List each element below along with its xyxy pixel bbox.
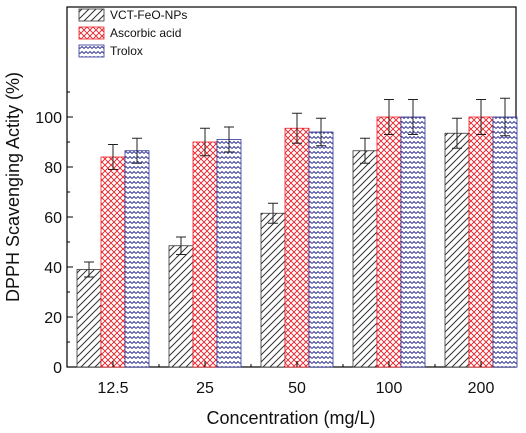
bar-ascorbic-acid-25 xyxy=(192,141,218,368)
bar-trolox-200 xyxy=(492,116,518,368)
x-tick-label-100: 100 xyxy=(376,380,403,397)
y-tick-label: 0 xyxy=(53,360,62,377)
y-tick-label: 20 xyxy=(44,310,62,327)
y-tick-label: 100 xyxy=(35,110,62,127)
bars-layer xyxy=(76,116,518,368)
error-bars-layer xyxy=(84,97,510,278)
x-tick-label-12-5: 12.5 xyxy=(97,380,128,397)
bar-ascorbic-acid-50 xyxy=(284,127,310,368)
bar-vct-feo-nps-100 xyxy=(352,150,378,368)
bar-trolox-25 xyxy=(216,139,242,368)
x-tick-label-25: 25 xyxy=(196,380,214,397)
legend-swatch-ascorbic-acid xyxy=(78,26,105,40)
legend-label-vct-feo-nps: VCT-FeO-NPs xyxy=(110,8,187,22)
legend-swatch-trolox xyxy=(78,44,105,58)
legend-label-trolox: Trolox xyxy=(110,44,143,58)
bar-vct-feo-nps-50 xyxy=(260,212,286,368)
x-axis: 12.5 25 50 100 200 xyxy=(97,361,494,397)
legend: VCT-FeO-NPs Ascorbic acid Trolox xyxy=(78,8,187,58)
bar-trolox-12-5 xyxy=(124,150,150,368)
y-tick-label: 60 xyxy=(44,210,62,227)
bar-trolox-100 xyxy=(400,116,426,368)
legend-swatch-vct-feo-nps xyxy=(78,8,105,22)
bar-vct-feo-nps-200 xyxy=(444,132,470,368)
bar-ascorbic-acid-100 xyxy=(376,116,402,368)
x-axis-title: Concentration (mg/L) xyxy=(206,408,375,428)
bar-ascorbic-acid-12-5 xyxy=(100,156,126,368)
bar-vct-feo-nps-25 xyxy=(168,245,194,368)
bar-vct-feo-nps-12-5 xyxy=(76,269,102,368)
y-axis-title: DPPH Scavenging Actity (%) xyxy=(3,72,23,302)
x-tick-label-200: 200 xyxy=(468,380,495,397)
legend-label-ascorbic-acid: Ascorbic acid xyxy=(110,26,181,40)
y-axis: 0 20 40 60 80 100 xyxy=(35,91,73,377)
bar-trolox-50 xyxy=(308,131,334,368)
y-tick-label: 80 xyxy=(44,160,62,177)
x-tick-label-50: 50 xyxy=(288,380,306,397)
bar-ascorbic-acid-200 xyxy=(468,116,494,368)
y-tick-label: 40 xyxy=(44,260,62,277)
